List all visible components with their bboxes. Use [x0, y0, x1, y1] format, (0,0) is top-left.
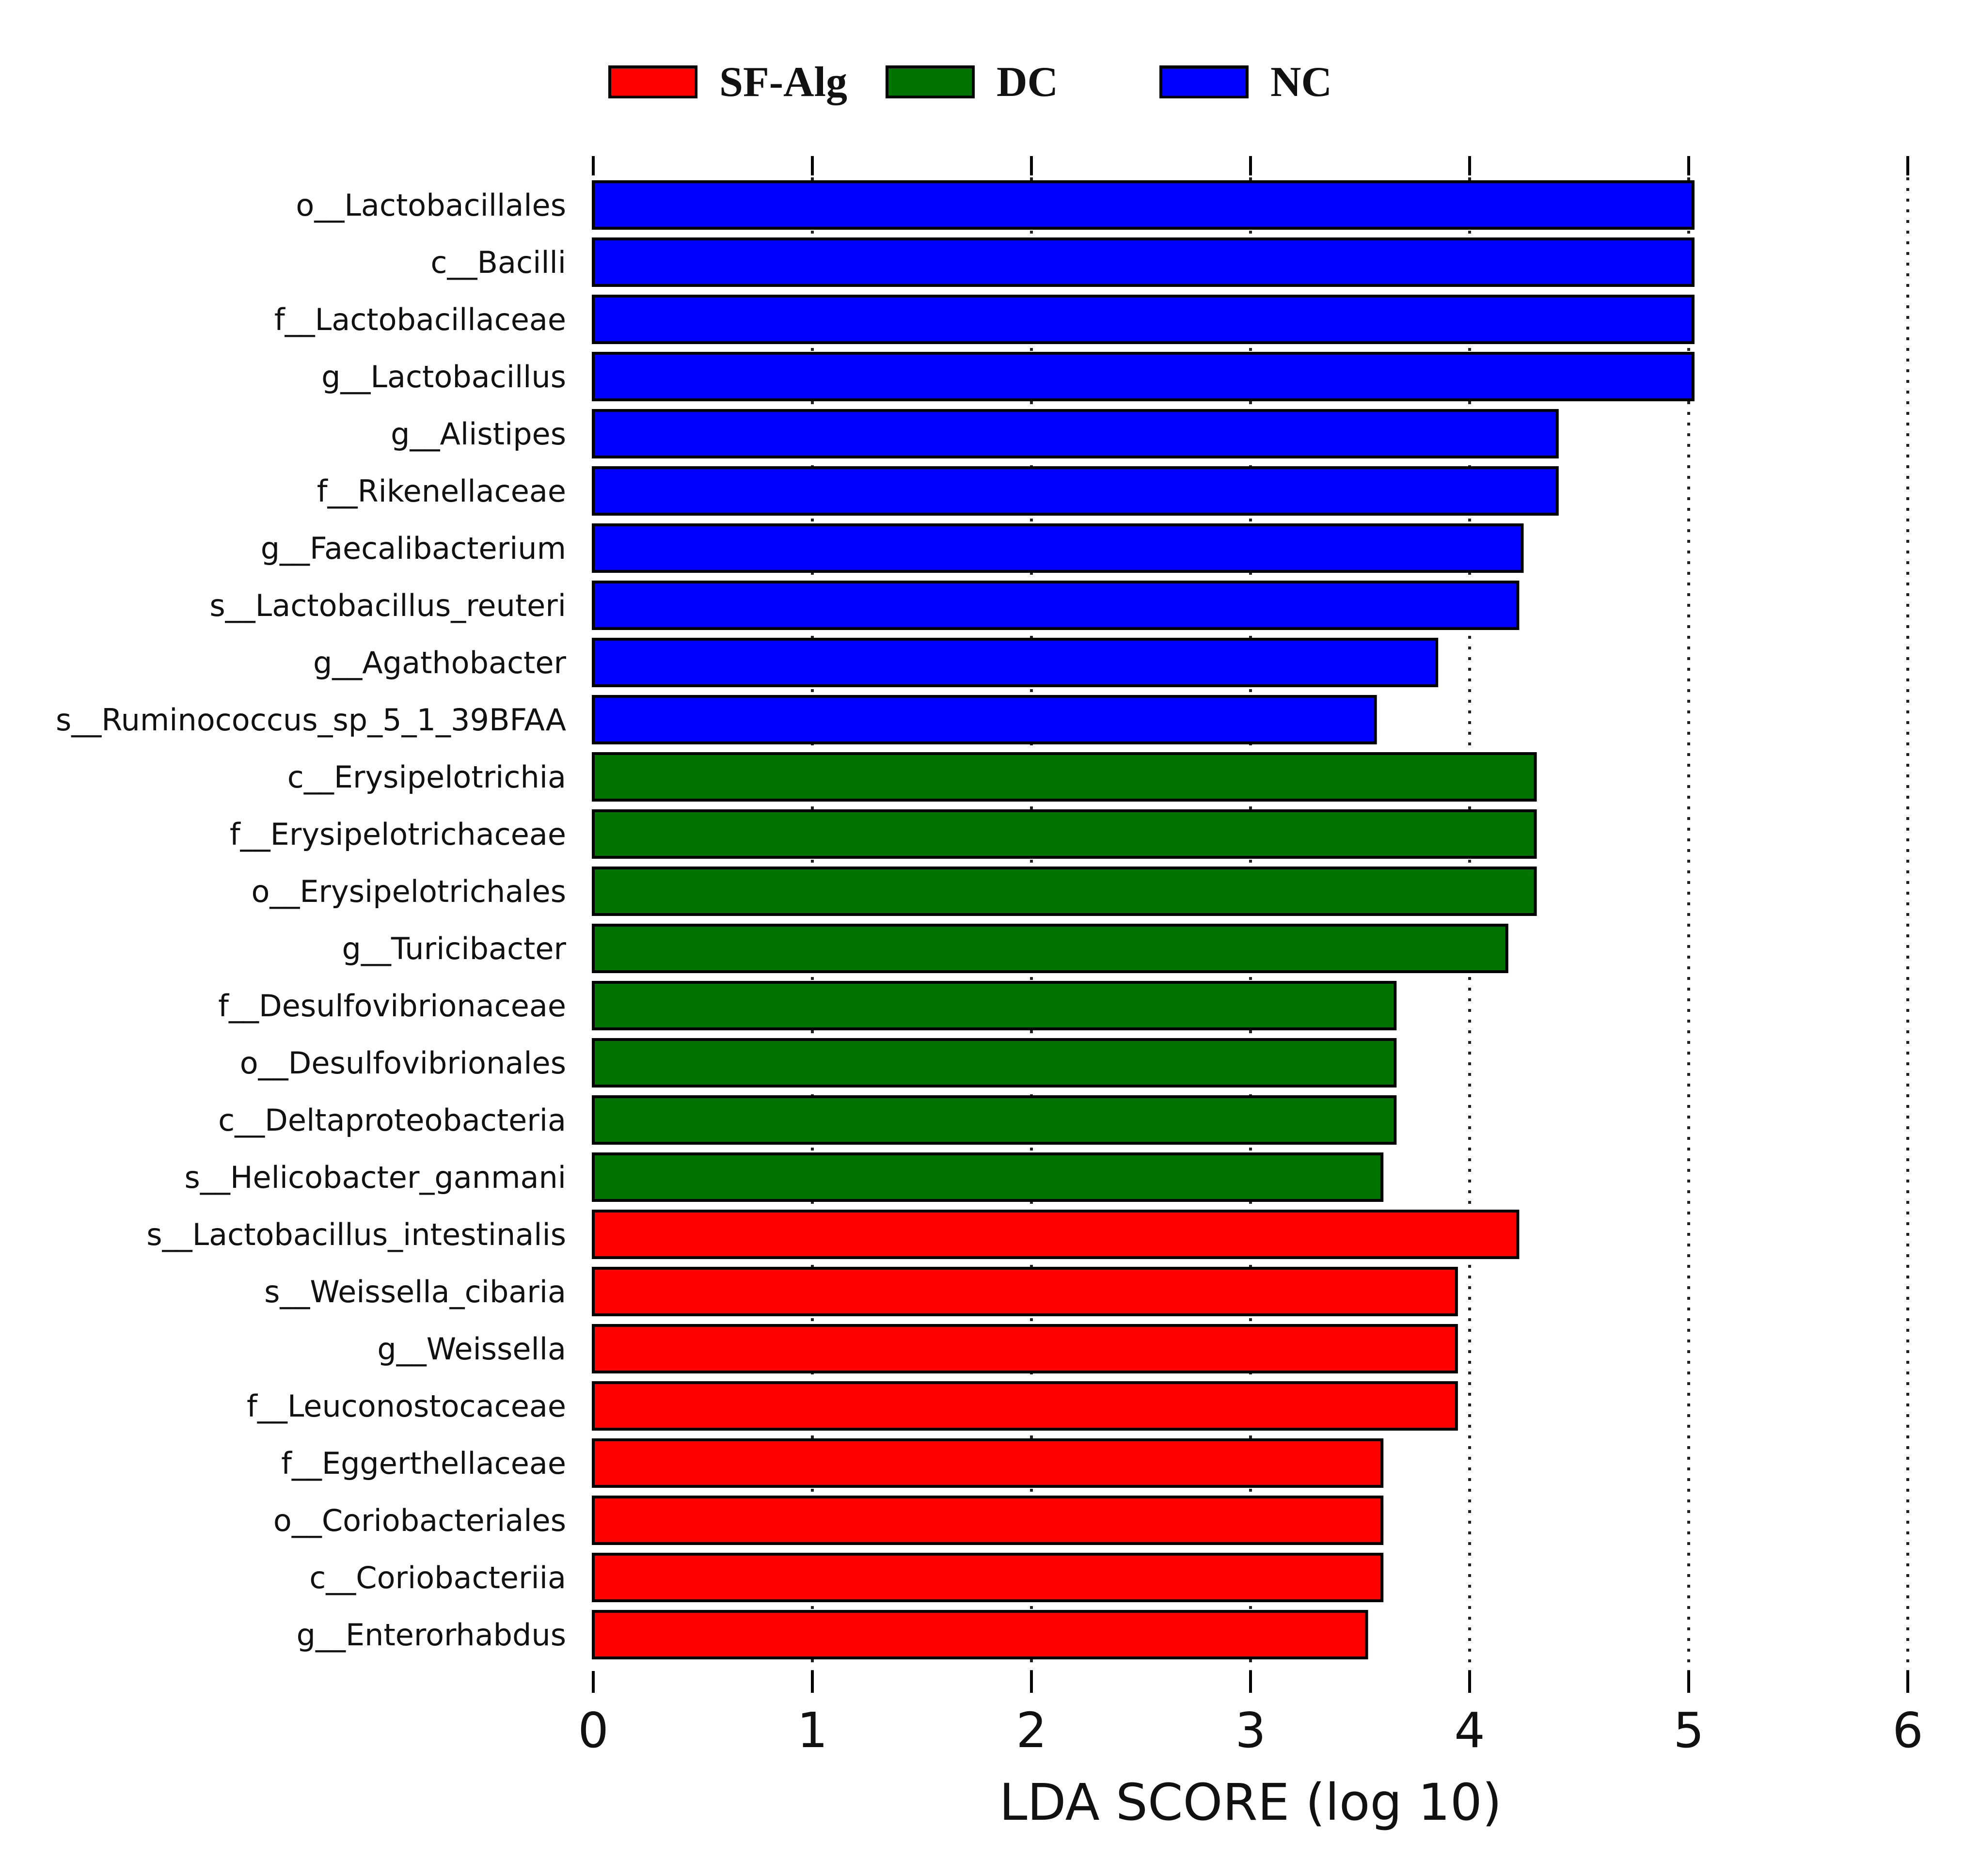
category-label-f__Lactobacillaceae: f__Lactobacillaceae: [274, 302, 566, 337]
legend: SF-Alg DC NC: [608, 59, 1332, 106]
bar-g__Agathobacter: [592, 638, 1439, 687]
category-label-o__Erysipelotrichales: o__Erysipelotrichales: [251, 874, 566, 909]
bar-c__Deltaproteobacteria: [592, 1095, 1397, 1145]
category-label-f__Rikenellaceae: f__Rikenellaceae: [317, 473, 566, 509]
category-label-o__Coriobacteriales: o__Coriobacteriales: [273, 1503, 566, 1538]
tick-label-3: 3: [1235, 1702, 1266, 1759]
bar-f__Eggerthellaceae: [592, 1438, 1384, 1488]
tick-label-6: 6: [1892, 1702, 1923, 1759]
bar-g__Alistipes: [592, 409, 1559, 458]
category-label-s__Lactobacillus_reuteri: s__Lactobacillus_reuteri: [209, 588, 566, 623]
bar-c__Erysipelotrichia: [592, 752, 1537, 802]
bar-g__Faecalibacterium: [592, 523, 1524, 573]
bar-o__Coriobacteriales: [592, 1496, 1384, 1545]
x-axis-title: LDA SCORE (log 10): [999, 1773, 1502, 1832]
category-label-g__Turicibacter: g__Turicibacter: [342, 931, 566, 966]
bar-g__Turicibacter: [592, 924, 1508, 973]
bar-s__Weissella_cibaria: [592, 1267, 1458, 1316]
bar-s__Helicobacter_ganmani: [592, 1152, 1384, 1202]
category-label-g__Alistipes: g__Alistipes: [391, 416, 566, 452]
x-axis-ticks: 0 1 2 3 4 5 6: [578, 156, 1923, 1759]
category-label-s__Helicobacter_ganmani: s__Helicobacter_ganmani: [185, 1160, 566, 1195]
category-label-g__Agathobacter: g__Agathobacter: [313, 645, 567, 680]
category-label-c__Erysipelotrichia: c__Erysipelotrichia: [287, 759, 566, 795]
bar-g__Lactobacillus: [592, 352, 1695, 401]
bar-f__Rikenellaceae: [592, 466, 1559, 516]
legend-swatch-sf-alg: [608, 65, 697, 98]
category-label-f__Erysipelotrichaceae: f__Erysipelotrichaceae: [230, 817, 566, 852]
bar-g__Weissella: [592, 1324, 1458, 1373]
category-label-c__Coriobacteriia: c__Coriobacteriia: [309, 1560, 566, 1595]
tick-label-4: 4: [1454, 1702, 1485, 1759]
category-label-c__Bacilli: c__Bacilli: [430, 245, 566, 280]
bar-o__Erysipelotrichales: [592, 867, 1537, 916]
bar-f__Desulfovibrionaceae: [592, 981, 1397, 1030]
category-label-g__Lactobacillus: g__Lactobacillus: [321, 359, 566, 394]
bar-o__Desulfovibrionales: [592, 1038, 1397, 1088]
bar-f__Erysipelotrichaceae: [592, 809, 1537, 859]
category-label-g__Enterorhabdus: g__Enterorhabdus: [297, 1617, 566, 1653]
category-label-o__Lactobacillales: o__Lactobacillales: [296, 188, 566, 223]
category-label-f__Leuconostocaceae: f__Leuconostocaceae: [247, 1388, 566, 1424]
tick-label-2: 2: [1016, 1702, 1047, 1759]
legend-swatch-dc: [886, 65, 975, 98]
category-label-s__Ruminococcus_sp_5_1_39BFAA: s__Ruminococcus_sp_5_1_39BFAA: [56, 702, 566, 738]
legend-label-sf-alg: SF-Alg: [719, 59, 847, 106]
bar-c__Coriobacteriia: [592, 1553, 1384, 1602]
bar-c__Bacilli: [592, 237, 1695, 287]
bar-f__Lactobacillaceae: [592, 295, 1695, 344]
category-label-o__Desulfovibrionales: o__Desulfovibrionales: [240, 1045, 566, 1081]
legend-swatch-nc: [1159, 65, 1249, 98]
category-label-g__Faecalibacterium: g__Faecalibacterium: [261, 531, 566, 566]
bar-s__Lactobacillus_reuteri: [592, 581, 1520, 630]
tick-label-1: 1: [797, 1702, 828, 1759]
legend-label-nc: NC: [1270, 59, 1332, 106]
bar-f__Leuconostocaceae: [592, 1381, 1458, 1431]
bar-s__Lactobacillus_intestinalis: [592, 1210, 1520, 1259]
tick-label-0: 0: [578, 1702, 609, 1759]
category-label-c__Deltaproteobacteria: c__Deltaproteobacteria: [218, 1103, 566, 1138]
category-label-f__Eggerthellaceae: f__Eggerthellaceae: [281, 1446, 566, 1481]
category-label-s__Lactobacillus_intestinalis: s__Lactobacillus_intestinalis: [146, 1217, 566, 1252]
bar-o__Lactobacillales: [592, 180, 1695, 230]
bar-s__Ruminococcus_sp_5_1_39BFAA: [592, 695, 1377, 744]
bar-g__Enterorhabdus: [592, 1610, 1368, 1659]
category-label-s__Weissella_cibaria: s__Weissella_cibaria: [264, 1274, 566, 1309]
legend-label-dc: DC: [997, 59, 1058, 106]
category-labels: o__Lactobacillales c__Bacilli f__Lactobaci…: [56, 188, 567, 1653]
category-label-f__Desulfovibrionaceae: f__Desulfovibrionaceae: [218, 988, 566, 1024]
tick-label-5: 5: [1673, 1702, 1704, 1759]
category-label-g__Weissella: g__Weissella: [377, 1331, 566, 1367]
bars: [592, 180, 1695, 1659]
